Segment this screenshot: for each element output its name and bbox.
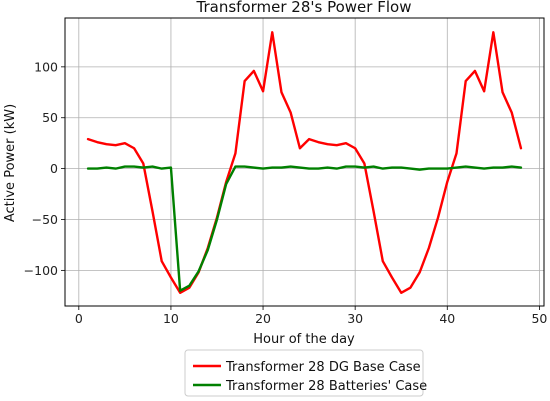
chart-title: Transformer 28's Power Flow (196, 0, 412, 16)
legend: Transformer 28 DG Base Case Transformer … (184, 349, 427, 397)
x-tick-label: 30 (347, 311, 363, 326)
legend-label-batteries: Transformer 28 Batteries' Case (225, 379, 427, 394)
x-tick-label: 40 (439, 311, 455, 326)
legend-label-base: Transformer 28 DG Base Case (225, 360, 421, 375)
plot-frame (64, 17, 545, 307)
y-tick-label: 100 (34, 59, 58, 74)
y-axis: −100 −50 0 50 100 (24, 59, 65, 278)
y-tick-label: −50 (32, 212, 58, 227)
x-tick-label: 0 (75, 311, 83, 326)
y-tick-label: −100 (24, 263, 58, 278)
x-tick-label: 20 (255, 311, 271, 326)
legend-box (184, 349, 424, 397)
series-line-dg-base-case (86, 31, 523, 294)
y-tick-label: 50 (42, 110, 58, 125)
x-tick-label: 10 (163, 311, 179, 326)
x-axis: 0 10 20 30 40 50 (75, 306, 547, 326)
y-tick-label: 0 (50, 161, 58, 176)
x-tick-label: 50 (531, 311, 547, 326)
y-axis-label: Active Power (kW) (3, 104, 18, 222)
grid-lines (65, 18, 544, 306)
series-lines (86, 31, 523, 294)
x-axis-label: Hour of the day (253, 332, 355, 347)
series-line-batteries-case (86, 165, 523, 292)
